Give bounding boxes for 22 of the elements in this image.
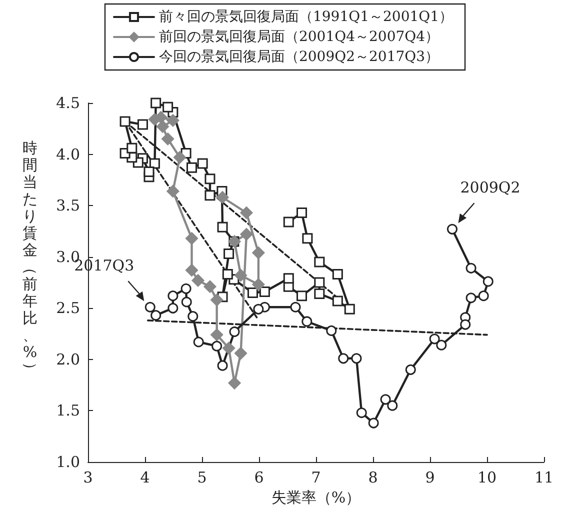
x-tick-label: 7	[311, 468, 321, 486]
text: 時間当たり賃金（前年比、%）	[22, 139, 40, 377]
x-tick-label: 5	[197, 468, 207, 486]
y-tick-label: 1.5	[56, 402, 80, 420]
x-tick-label: 11	[534, 468, 554, 486]
legend-label: 前回の景気回復局面（2001Q4～2007Q4）	[158, 29, 440, 45]
x-tick-label: 9	[425, 468, 435, 486]
y-tick-label: 4.5	[56, 94, 80, 112]
y-tick-label: 2.5	[56, 299, 80, 318]
x-tick-label: 6	[254, 468, 264, 486]
x-tick-label: 3	[83, 468, 93, 486]
y-tick-label: 2.0	[56, 350, 80, 368]
y-tick-label: 1.0	[56, 453, 80, 471]
annotation: 2009Q2	[460, 178, 520, 197]
x-axis-title: 失業率（%）	[271, 488, 361, 506]
legend-label: 前々回の景気回復局面（1991Q1～2001Q1）	[158, 9, 454, 25]
x-tick-label: 10	[477, 468, 497, 486]
x-tick-label: 8	[368, 468, 378, 486]
y-tick-label: 4.0	[56, 145, 80, 164]
legend-label: 今回の景気回復局面（2009Q2～2017Q3）	[158, 49, 440, 65]
x-tick-label: 4	[140, 468, 150, 486]
y-tick-label: 3.5	[56, 196, 80, 215]
